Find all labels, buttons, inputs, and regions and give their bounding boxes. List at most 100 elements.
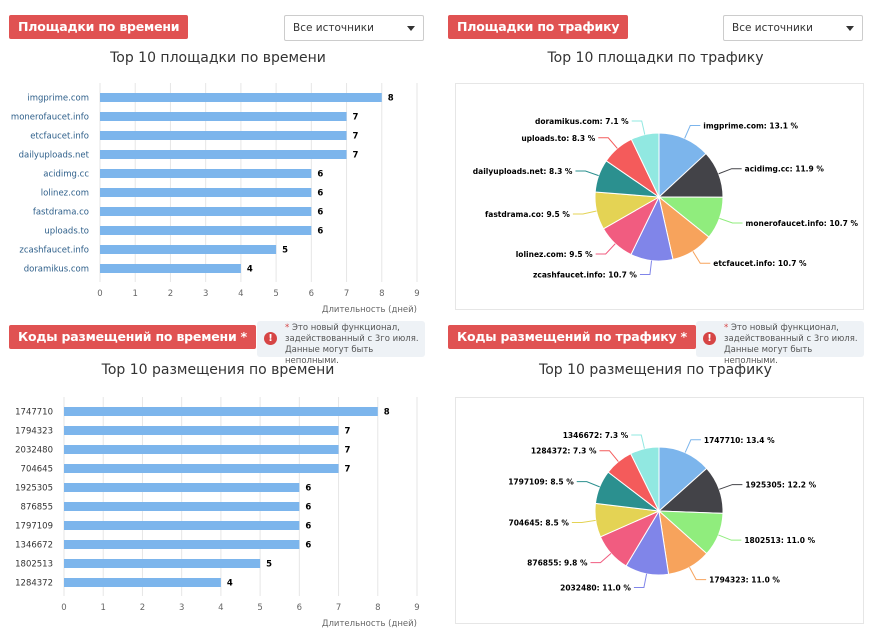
chart-title-placements-time: Top 10 размещения по времени [101,362,335,378]
source-select-value: Все источники [732,22,813,34]
x-tick-label: 6 [297,603,302,613]
pie-label: zcashfaucet.info: 10.7 % [533,270,637,279]
pie-box-placements-traffic: 1747710: 13.4 % 1925305: 12.2 % 1802513: 1… [455,397,864,624]
bar-value-label: 7 [345,427,351,437]
y-category-label: 1747710 [15,408,53,418]
pie-connector [598,137,618,149]
x-tick-label: 5 [273,289,278,299]
y-category-label: 1802513 [15,560,53,570]
pie-label: 704645: 8.5 % [509,518,570,527]
y-category-label: fastdrama.co [33,208,89,218]
pie-label: 2032480: 11.0 % [560,584,631,593]
bar-value-label: 7 [353,113,359,123]
pie-chart-sites-traffic: imgprime.com: 13.1 % acidimg.cc: 11.9 % mo… [473,117,859,280]
bar-value-label: 6 [317,208,323,218]
y-category-label: 1925305 [15,484,53,494]
pie-label: 1794323: 11.0 % [709,576,780,585]
pie-connector [575,170,599,177]
pie-label: 1797109: 8.5 % [508,478,574,487]
pie-connector [639,260,653,275]
pie-label: uploads.to: 8.3 % [521,134,595,143]
pie-connector [689,567,707,581]
chart-title-sites-traffic: Top 10 площадки по трафику [547,50,764,66]
bar [64,502,300,511]
pie-connector [576,481,600,488]
x-tick-label: 0 [61,603,66,613]
x-tick-label: 9 [414,603,419,613]
pie-connector [684,439,701,453]
bar [100,169,312,178]
pie-connector [595,243,616,255]
x-tick-label: 0 [97,289,102,299]
pie-label: monerofaucet.info: 10.7 % [746,219,859,228]
x-tick-label: 3 [179,603,184,613]
bar-value-label: 6 [317,170,323,180]
bar [64,559,261,568]
bar-chart-placements-time: 0 1 2 3 4 5 6 7 8 9 1747710 8 1794323 7 2032480 7 704645… [15,397,420,628]
x-tick-label: 2 [168,289,173,299]
bar [100,264,241,273]
notice-star: * [285,323,290,333]
bar-value-label: 5 [282,246,288,256]
pie-connector [719,217,743,224]
y-category-label: 704645 [21,465,53,475]
bar-value-label: 4 [247,265,253,275]
bar-value-label: 6 [305,503,311,513]
pie-connector [692,251,711,264]
y-category-label: imgprime.com [27,94,89,104]
pie-label: 1802513: 11.0 % [744,536,815,545]
new-feature-notice: ! * Это новый функционал, задействованны… [257,321,425,366]
x-tick-label: 2 [140,603,145,613]
warning-icon: ! [703,332,716,345]
pie-chart-placements-traffic: 1747710: 13.4 % 1925305: 12.2 % 1802513: 1… [508,431,816,593]
new-feature-notice: ! * Это новый функционал, задействованны… [696,321,864,366]
notice-star: * [724,323,729,333]
pie-connector [599,450,619,462]
pie-connector [631,434,645,449]
x-tick-label: 1 [133,289,138,299]
pie-label: doramikus.com: 7.1 % [535,117,629,126]
x-tick-label: 4 [218,603,223,613]
bar [64,445,339,454]
x-tick-label: 4 [238,289,243,299]
bar [100,226,312,235]
bar-value-label: 7 [345,446,351,456]
y-category-label: 1346672 [15,541,53,551]
y-category-label: etcfaucet.info [30,132,89,142]
y-category-label: 1794323 [15,427,53,437]
x-tick-label: 8 [375,603,380,613]
bar-value-label: 5 [266,560,272,570]
source-select-sites-time[interactable]: Все источники [284,15,424,41]
bar-chart-sites-time: 0 1 2 3 4 5 6 7 8 9 imgprime.com 8 monerofaucet.info… [11,83,420,314]
pie-label: 1925305: 12.2 % [745,481,816,490]
pie-label: 1284372: 7.3 % [531,447,597,456]
x-tick-label: 7 [336,603,341,613]
bar [100,112,347,121]
pie-label: 876855: 9.8 % [527,559,588,568]
source-select-value: Все источники [293,22,374,34]
bar-value-label: 6 [317,227,323,237]
bar-value-label: 8 [388,94,394,104]
bar-value-label: 6 [305,522,311,532]
source-select-sites-traffic[interactable]: Все источники [723,15,863,41]
bar-value-label: 8 [384,408,390,418]
bar-value-label: 7 [353,132,359,142]
y-category-label: monerofaucet.info [11,113,89,123]
pie-label: 1747710: 13.4 % [704,436,775,445]
pie-label: acidimg.cc: 11.9 % [745,165,825,174]
notice-text: Это новый функционал, задействованный с … [724,323,858,366]
section-badge-placements-time: Коды размещений по времени * [9,325,256,349]
pie-connector [571,519,596,523]
pie-label: 1346672: 7.3 % [563,431,629,440]
y-category-label: 2032480 [15,446,53,456]
pie-slice [630,132,660,198]
x-tick-label: 8 [379,289,384,299]
x-axis-title: Длительность (дней) [322,619,417,628]
section-badge-sites-traffic: Площадки по трафику [448,15,629,39]
pie-connector [684,125,701,139]
bar [100,131,347,140]
y-category-label: acidimg.cc [43,170,89,180]
section-badge-placements-traffic: Коды размещений по трафику * [448,325,696,349]
y-category-label: 876855 [21,503,53,513]
bar [64,540,300,549]
